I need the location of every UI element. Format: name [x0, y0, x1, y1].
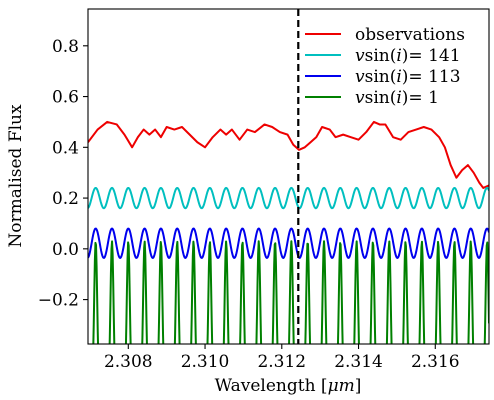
x-axis-label: Wavelength [μm] — [215, 376, 362, 396]
series-layer — [88, 120, 489, 344]
y-tick-label: 0.8 — [52, 37, 79, 57]
y-tick-label: 0.6 — [52, 88, 79, 108]
x-axis-ticks: 2.308 2.310 2.312 2.314 2.316 — [104, 344, 460, 372]
series-line-1 — [88, 186, 489, 210]
series-line-2 — [88, 227, 489, 259]
x-tick-label: 2.312 — [257, 352, 306, 372]
x-tick-label: 2.310 — [181, 352, 230, 372]
x-tick-label: 2.316 — [411, 352, 460, 372]
x-tick-label: 2.314 — [334, 352, 383, 372]
x-tick-label: 2.308 — [104, 352, 153, 372]
legend-entry: vsin(i)= 141 — [355, 46, 461, 66]
y-axis-label: Normalised Flux — [6, 104, 26, 248]
plot-frame — [87, 8, 490, 345]
legend-entry: vsin(i)= 1 — [355, 88, 439, 108]
y-tick-label: 0.0 — [52, 240, 79, 260]
y-axis-ticks: −0.2 0.0 0.2 0.4 0.6 0.8 — [38, 37, 88, 311]
y-tick-label: −0.2 — [38, 291, 79, 311]
y-tick-label: 0.2 — [52, 189, 79, 209]
series-line-3 — [92, 240, 489, 344]
legend-entry: vsin(i)= 113 — [355, 67, 461, 87]
y-tick-label: 0.4 — [52, 138, 79, 158]
series-line-0 — [88, 120, 489, 189]
legend-entry: observations — [355, 25, 465, 45]
